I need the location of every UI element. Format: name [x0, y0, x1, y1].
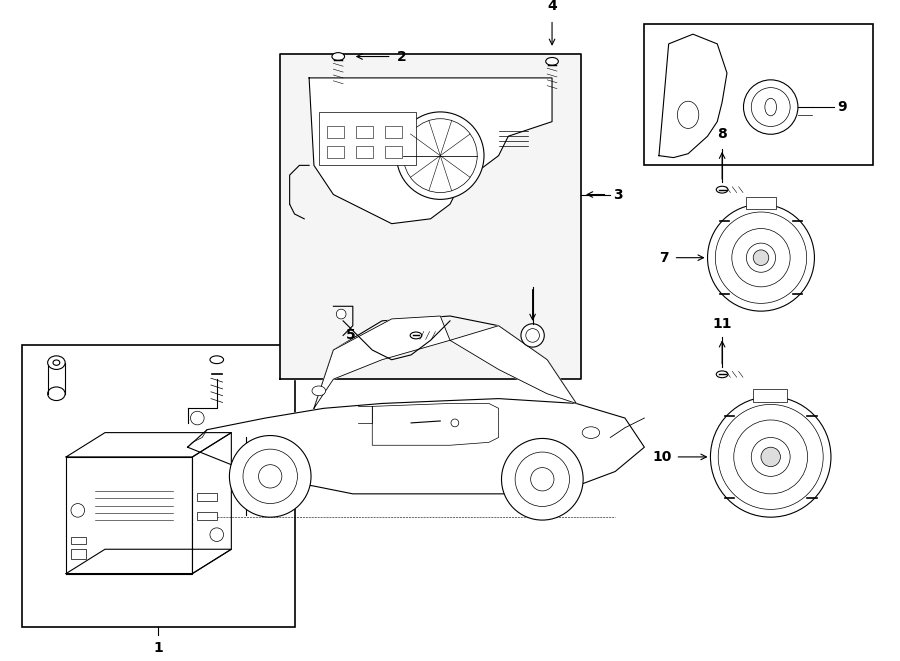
Ellipse shape	[332, 53, 345, 60]
Circle shape	[501, 438, 583, 520]
Polygon shape	[187, 399, 644, 494]
Bar	[753, 389, 788, 403]
Text: 8: 8	[717, 127, 727, 141]
Ellipse shape	[716, 371, 728, 377]
Ellipse shape	[53, 360, 59, 366]
Circle shape	[230, 436, 311, 517]
Polygon shape	[309, 78, 552, 223]
Polygon shape	[193, 432, 231, 574]
Circle shape	[191, 411, 204, 425]
Polygon shape	[659, 34, 727, 157]
Ellipse shape	[48, 387, 65, 401]
Circle shape	[243, 449, 297, 504]
Polygon shape	[66, 457, 193, 574]
Text: 7: 7	[659, 251, 669, 264]
Circle shape	[710, 397, 831, 517]
Circle shape	[521, 324, 544, 347]
Text: 10: 10	[652, 450, 671, 464]
Ellipse shape	[678, 101, 698, 128]
Polygon shape	[450, 326, 576, 403]
Circle shape	[746, 243, 776, 272]
Bar	[327, 146, 344, 157]
Text: 6: 6	[527, 360, 537, 373]
Ellipse shape	[48, 356, 65, 369]
Bar	[644, 24, 873, 165]
Circle shape	[734, 420, 807, 494]
Circle shape	[752, 88, 790, 126]
Bar	[197, 512, 217, 520]
Bar	[327, 126, 344, 138]
Bar	[71, 549, 86, 559]
Bar	[385, 146, 402, 157]
Ellipse shape	[716, 186, 728, 193]
Text: 9: 9	[837, 100, 846, 114]
Text: 11: 11	[713, 317, 732, 330]
Bar	[197, 493, 217, 500]
Bar	[356, 126, 373, 138]
Circle shape	[337, 309, 346, 319]
Bar	[319, 112, 416, 165]
Polygon shape	[280, 54, 581, 379]
Circle shape	[718, 405, 824, 510]
Polygon shape	[66, 432, 231, 457]
Bar	[746, 198, 776, 209]
Circle shape	[403, 119, 477, 192]
Circle shape	[753, 250, 769, 266]
Circle shape	[451, 419, 459, 427]
Bar	[22, 345, 294, 627]
Ellipse shape	[765, 98, 777, 116]
Ellipse shape	[545, 58, 558, 65]
Circle shape	[210, 528, 223, 541]
Circle shape	[531, 467, 554, 491]
Text: 5: 5	[346, 329, 356, 342]
Ellipse shape	[312, 386, 326, 396]
Circle shape	[743, 80, 798, 134]
Bar	[385, 126, 402, 138]
Polygon shape	[66, 549, 231, 574]
Bar	[71, 537, 86, 545]
Text: 4: 4	[547, 0, 557, 13]
Circle shape	[258, 465, 282, 488]
Circle shape	[761, 447, 780, 467]
Circle shape	[71, 504, 85, 517]
Circle shape	[397, 112, 484, 200]
Ellipse shape	[582, 427, 599, 438]
Ellipse shape	[210, 356, 223, 364]
Polygon shape	[314, 316, 450, 408]
Circle shape	[752, 438, 790, 477]
Text: 3: 3	[613, 188, 623, 202]
Bar	[356, 146, 373, 157]
Circle shape	[526, 329, 539, 342]
Circle shape	[732, 229, 790, 287]
Circle shape	[515, 452, 570, 506]
Text: 1: 1	[154, 641, 163, 655]
Circle shape	[707, 204, 814, 311]
Circle shape	[716, 212, 806, 303]
Ellipse shape	[410, 332, 422, 339]
Text: 2: 2	[397, 50, 406, 63]
